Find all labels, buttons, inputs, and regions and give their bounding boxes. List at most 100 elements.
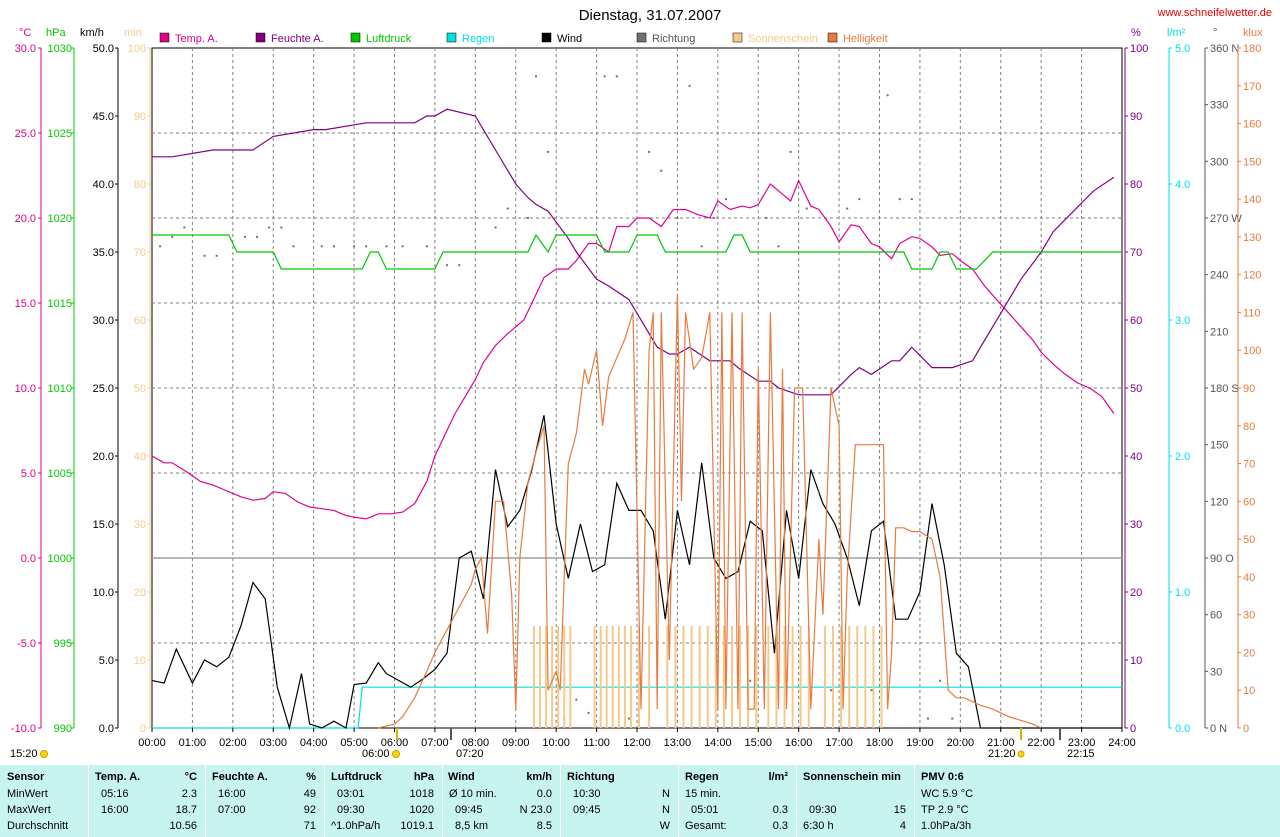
dir-axis-label: 330 [1210,100,1228,112]
rain-axis-label: 1.0 [1175,587,1190,599]
temp-axis-label: -10.0 [11,723,36,735]
bright-axis-label: 130 [1243,232,1261,244]
grid [152,48,1122,728]
humid-axis-label: 100 [1130,43,1148,55]
direction-point [939,679,942,682]
legend: Temp. A. Feuchte A. Luftdruck Regen Wind Rich… [159,32,888,45]
temp-axis-label: 15.0 [15,298,36,310]
direction-point [575,698,578,701]
legend-label: Feuchte A. [271,33,324,45]
time-label: 22:00 [1027,737,1055,749]
direction-point [401,245,404,248]
humid-axis-label: 20 [1130,587,1142,599]
unit-wind: km/h [80,27,104,39]
legend-swatch [636,32,647,43]
stats-label-avg: Durchschnitt [7,820,69,832]
stats-wind-min-time: Ø 10 min. [449,788,497,800]
bright-axis-label: 70 [1243,459,1255,471]
stats-label-min: MinWert [7,788,48,800]
wind-axis-label: 50.0 [93,43,114,55]
stats-temp-max-time: 16:00 [101,804,129,816]
stats-sun-avg-value: 4 [899,820,906,832]
legend-swatch [541,32,552,43]
direction-point [292,245,295,248]
direction-point [506,207,509,210]
stats-humid-avg-value: 71 [303,820,316,832]
dir-axis-label: 90 O [1210,553,1234,565]
wind-axis-label: 5.0 [99,655,114,667]
direction-point [765,217,768,219]
moonset-time: 22:15 [1067,748,1095,760]
direction-point [676,217,679,219]
stats-wind-header: Wind [448,771,475,783]
stats-wind-max-value: N 23.0 [519,804,552,816]
time-label: 20:00 [947,737,975,749]
rain-axis-label: 5.0 [1175,43,1190,55]
press-axis-label: 1020 [48,213,72,225]
stats-press-max-time: 09:30 [337,804,365,816]
stats-temp-min-value: 2.3 [181,788,197,800]
sun-axis-label: 20 [134,587,146,599]
stats-sun-header: Sonnenschein min [803,771,901,783]
humid-axis-label: 90 [1130,111,1142,123]
direction-point [526,217,529,219]
stats-wind-min-value: 0.0 [536,788,552,800]
sunrise-time: 07:20 [456,748,484,760]
direction-point [159,245,162,248]
press-axis-label: 1030 [48,43,72,55]
sun-axis-label: 50 [134,383,146,395]
stats-temp-min-time: 05:16 [101,788,129,800]
stats-humid-header: Feuchte A. [212,771,268,783]
series-bright [378,293,1042,729]
humid-axis-label: 10 [1130,655,1142,667]
bright-axis-label: 120 [1243,270,1261,282]
time-label: 13:00 [664,737,692,749]
direction-point [627,717,630,720]
humid-axis-label: 40 [1130,451,1142,463]
dir-axis-label: 30 [1210,666,1222,678]
stats-temp-avg-value: 10.56 [169,820,197,832]
stats-temp-max-value: 18.7 [175,804,197,816]
series [151,75,1122,731]
series-humid [152,108,1115,396]
direction-point [898,198,901,201]
stats-dir-max-time: 09:45 [573,804,601,816]
stats-temp: Temp. A. °C 05:16 2.3 16:00 18.7 10.56 [89,765,206,837]
unit-rain: l/m² [1167,27,1186,39]
series-dir [159,75,954,720]
stats-sun: Sonnenschein min 09:30 15 6:30 h 4 [797,765,915,837]
weather-chart: Dienstag, 31.07.2007 www.schneifelwetter… [10,7,1272,760]
wind-axis-label: 0.0 [99,723,114,735]
temp-axis-label: -5.0 [17,638,36,650]
stats-press-avg-value: 1019.1 [400,820,434,832]
wind-axis-label: 25.0 [93,383,114,395]
direction-point [648,150,651,153]
stats-wind: Wind km/h Ø 10 min. 0.0 09:45 N 23.0 8,5… [443,765,561,837]
stats-pmv-tp: TP 2.9 °C [921,804,969,816]
stats-pmv-wc: WC 5.9 °C [921,788,974,800]
direction-point [805,207,808,210]
dir-axis-label: 0 N [1210,723,1227,735]
unit-humid: % [1131,27,1141,39]
stats-humid-min-time: 16:00 [218,788,246,800]
bright-axis-label: 40 [1243,572,1255,584]
time-label: 16:00 [785,737,813,749]
sunrise-icon [392,750,400,758]
legend-swatch [446,32,457,43]
unit-press: hPa [46,27,66,39]
stats-rain: Regen l/m² 15 min. 05:01 0.3 Gesamt: 0.3 [679,765,797,837]
stats-dir-min-time: 10:30 [573,788,601,800]
bright-axis-label: 50 [1243,534,1255,546]
time-label: 01:00 [179,737,207,749]
stats-sensor-header: Sensor [7,771,45,783]
direction-point [458,264,461,267]
time-label: 10:00 [542,737,570,749]
sun-axis-label: 40 [134,451,146,463]
stats-rain-unit: l/m² [768,771,788,783]
direction-point [425,245,428,248]
direction-point [870,689,873,692]
stats-pmv-header: PMV 0:6 [921,771,964,783]
direction-point [910,198,913,201]
wind-axis-label: 40.0 [93,179,114,191]
press-axis-label: 990 [54,723,72,735]
